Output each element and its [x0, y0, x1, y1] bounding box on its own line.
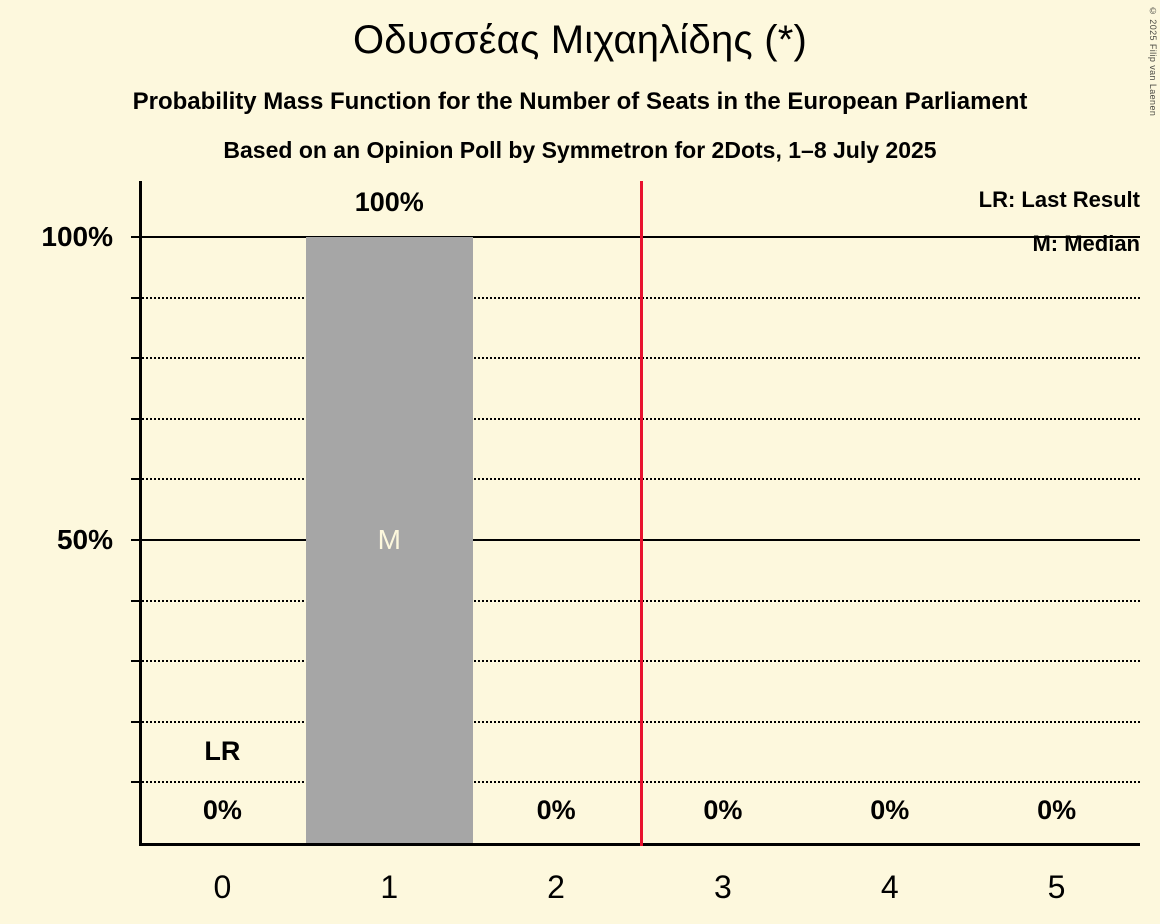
bar-value-label: 0% [536, 795, 576, 825]
plot-area: 50% 100% M 0% 100% 0% 0% 0% 0% LR LR: Last Res… [41, 181, 1140, 846]
page-title: Οδυσσέας Μιχαηλίδης (*) [352, 18, 808, 62]
median-marker: M [377, 524, 401, 555]
x-axis-tick-label: 0 [213, 869, 232, 905]
bar-value-label: 0% [870, 795, 910, 825]
bar [306, 237, 474, 843]
y-axis-tick-label: 50% [56, 524, 113, 555]
bar-value-label: 0% [703, 795, 743, 825]
copyright-notice: © 2025 Filip van Laenen [1148, 6, 1158, 117]
x-axis-tick-label: 3 [714, 869, 732, 905]
y-axis-tick [131, 660, 140, 663]
y-axis-tick [131, 296, 140, 299]
bar-value-label: 0% [1037, 795, 1077, 825]
legend-last-result: LR: Last Result [978, 187, 1140, 212]
y-axis-line [139, 181, 142, 846]
bar-value-label: 0% [202, 795, 242, 825]
y-axis-tick [131, 720, 140, 723]
bar-value-label: 100% [354, 187, 424, 217]
x-axis-tick-label: 4 [880, 869, 899, 905]
y-axis-tick [131, 781, 140, 784]
y-axis-tick [131, 599, 140, 602]
x-axis-tick-label: 1 [380, 869, 399, 905]
x-axis-tick-label: 5 [1047, 869, 1066, 905]
x-axis-tick-label: 2 [547, 869, 565, 905]
y-axis-tick [131, 478, 140, 481]
y-axis-tick [131, 417, 140, 420]
y-axis-tick [131, 357, 140, 360]
y-axis-tick [131, 539, 140, 541]
chart-source-note: Based on an Opinion Poll by Symmetron fo… [223, 137, 937, 163]
last-result-line [639, 181, 643, 846]
chart-subtitle: Probability Mass Function for the Number… [132, 88, 1028, 115]
y-axis-tick [131, 236, 140, 238]
y-axis-tick-label: 100% [41, 221, 113, 252]
legend-median: M: Median [1032, 231, 1140, 256]
last-result-marker: LR [204, 736, 241, 766]
